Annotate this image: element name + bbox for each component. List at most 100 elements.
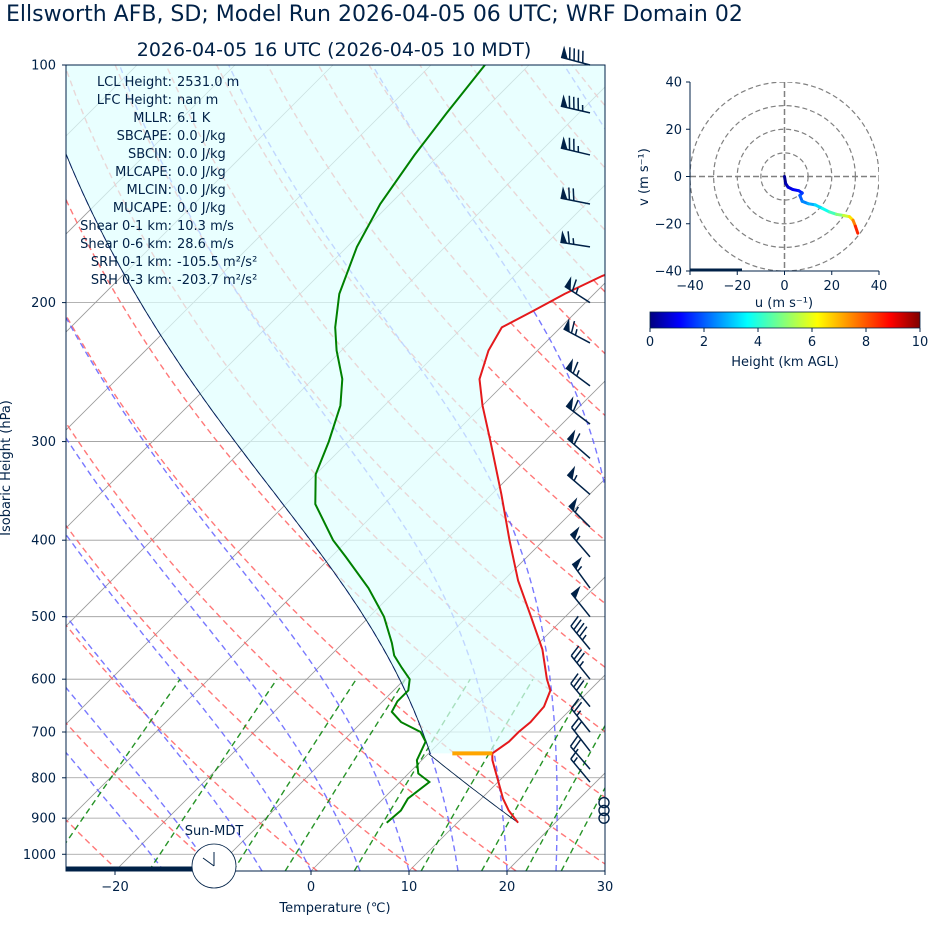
dewpoint-line: [314, 65, 486, 824]
page-title: Ellsworth AFB, SD; Model Run 2026-04-05 …: [6, 2, 743, 27]
stat-value: 0.0 J/kg: [177, 183, 226, 198]
hodograph: −40−40 −20 −20 0 0 20 20 40 40 u (m s⁻¹) v (m s⁻…: [637, 76, 887, 312]
clock-icon: Sun-MDT: [185, 824, 244, 889]
hodograph-x-label: u (m s⁻¹): [755, 296, 813, 311]
y-tick-label: 900: [31, 812, 56, 827]
isotherm: [408, 674, 605, 871]
wind-barb: [570, 717, 591, 752]
stat-value: -203.7 m²/s²: [177, 273, 257, 288]
stat-label: SBCAPE:: [117, 129, 172, 144]
y-axis-label: Isobaric Height (hPa): [0, 400, 14, 536]
mixing-ratio-line: [148, 678, 278, 871]
dry-adiabat: [623, 65, 928, 871]
temperature-line: [478, 273, 605, 824]
stat-label: SBCIN:: [128, 147, 172, 162]
stat-label: MLLR:: [133, 111, 172, 126]
mixing-ratio-line: [616, 679, 715, 871]
colorbar-tick: 6: [808, 335, 816, 350]
wind-barb: [565, 396, 591, 425]
wind-barb: [570, 645, 591, 680]
y-tick-label: 600: [31, 673, 56, 688]
hodograph-y-label: v (m s⁻¹): [637, 148, 652, 206]
clock-label: Sun-MDT: [185, 824, 244, 839]
stat-label: LFC Height:: [97, 93, 172, 108]
stat-value: 0.0 J/kg: [177, 165, 226, 180]
wind-barb: [569, 735, 591, 770]
cin-shading: [66, 65, 605, 754]
stat-label: MLCAPE:: [115, 165, 172, 180]
hodograph-y-tick: −40: [655, 265, 682, 280]
mixing-ratio-line: [284, 678, 406, 871]
dry-adiabat: [66, 421, 517, 871]
dry-adiabat: [775, 65, 928, 871]
isotherm: [212, 478, 605, 871]
wind-barb: [563, 318, 591, 344]
isotherm: [604, 870, 605, 871]
dry-adiabat: [66, 624, 318, 871]
mixing-ratio-line: [480, 678, 591, 871]
mixing-ratio-line: [232, 678, 357, 871]
wind-barb: [560, 230, 591, 248]
wind-barb: [560, 94, 591, 114]
stat-value: 0.0 J/kg: [177, 129, 226, 144]
hodograph-x-tick: 0: [780, 279, 788, 294]
dry-adiabat: [674, 65, 928, 871]
dry-adiabat: [66, 721, 219, 871]
y-tick-label: 500: [31, 610, 56, 625]
isotherm: [703, 65, 928, 871]
stat-label: LCL Height:: [97, 75, 172, 90]
wind-barb: [570, 585, 591, 618]
y-tick-label: 200: [31, 296, 56, 311]
colorbar-tick: 4: [754, 335, 762, 350]
stat-value: -105.5 m²/s²: [177, 255, 257, 270]
wind-barb: [565, 358, 591, 387]
isotherm: [114, 380, 605, 871]
y-tick-label: 300: [31, 435, 56, 450]
wind-barb: [566, 465, 591, 495]
wind-barb: [570, 698, 591, 733]
skew-t-frame: [65, 64, 606, 872]
stat-label: Shear 0-1 km:: [80, 219, 172, 234]
wind-barb: [569, 526, 591, 558]
stat-value: 0.0 J/kg: [177, 147, 226, 162]
wind-barb: [560, 136, 591, 156]
stat-label: Shear 0-6 km:: [80, 237, 172, 252]
wind-barb: [570, 615, 591, 650]
x-tick-label: 20: [499, 880, 516, 895]
y-tick-label: 700: [31, 726, 56, 741]
stat-label: SRH 0-1 km:: [91, 255, 172, 270]
mixing-ratio-line: [66, 678, 181, 844]
hodograph-x-tick: 20: [823, 279, 840, 294]
wind-barb: [560, 186, 591, 205]
x-tick-label: −20: [101, 880, 128, 895]
dry-adiabat: [66, 197, 605, 799]
moist-adiabat: [66, 316, 410, 871]
stat-label: MLCIN:: [127, 183, 172, 198]
dry-adiabat: [724, 65, 928, 871]
hodograph-y-tick: 20: [665, 123, 682, 138]
moist-adiabat: [66, 751, 165, 871]
stat-value: 2531.0 m: [177, 75, 239, 90]
parcel-profile-line: [66, 152, 519, 824]
y-tick-label: 800: [31, 771, 56, 786]
wind-barb: [570, 673, 591, 708]
hodograph-x-tick: −40: [676, 279, 703, 294]
x-axis-label: Temperature (℃): [278, 901, 390, 916]
dry-adiabat: [66, 524, 418, 871]
y-tick-label: 400: [31, 534, 56, 549]
x-tick-label: 0: [307, 880, 315, 895]
dry-adiabat: [266, 65, 605, 479]
x-tick-label: 10: [401, 880, 418, 895]
colorbar-tick: 10: [912, 335, 928, 350]
mixing-ratio-line: [525, 724, 605, 871]
hodograph-y-tick: 40: [665, 76, 682, 91]
moist-adiabat: [66, 436, 361, 871]
y-tick-label: 1000: [23, 848, 56, 863]
hodograph-y-tick: 0: [674, 170, 682, 185]
wind-barb: [571, 556, 591, 589]
stat-value: 28.6 m/s: [177, 237, 234, 252]
colorbar-tick: 8: [862, 335, 870, 350]
colorbar-tick: 2: [700, 335, 708, 350]
dry-adiabat: [571, 65, 605, 107]
